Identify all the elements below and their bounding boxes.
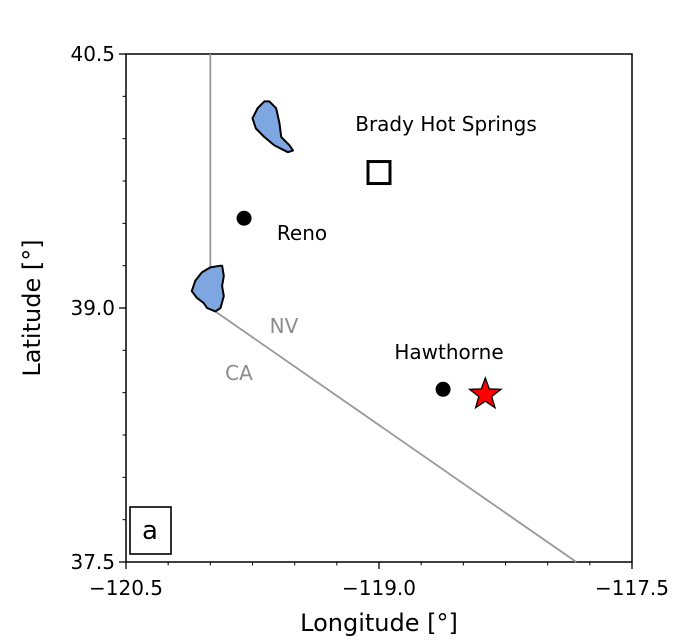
reno-marker <box>236 210 252 226</box>
y-tick-label: 37.5 <box>70 550 115 574</box>
y-tick-labels: 40.5 39.0 37.5 <box>70 42 115 574</box>
x-tick-label: −117.5 <box>595 576 669 600</box>
lake-tahoe <box>190 264 225 313</box>
hawthorne-marker <box>435 381 451 397</box>
place-markers <box>236 160 503 410</box>
state-label-ca: CA <box>225 361 253 385</box>
x-tick-label: −120.5 <box>89 576 163 600</box>
state-label-nv: NV <box>270 314 299 338</box>
place-label-brady-hot-springs: Brady Hot Springs <box>355 112 537 136</box>
y-axis-label: Latitude [°] <box>18 239 46 376</box>
y-tick-label: 39.0 <box>70 296 115 320</box>
place-label-reno: Reno <box>277 221 327 245</box>
place-label-hawthorne: Hawthorne <box>394 340 503 364</box>
x-tick-labels: −120.5 −119.0 −117.5 <box>89 576 669 600</box>
panel-label-box <box>129 506 172 555</box>
pyramid-lake <box>251 100 294 154</box>
x-tick-label: −119.0 <box>342 576 416 600</box>
y-tick-label: 40.5 <box>70 42 115 66</box>
major-ticks <box>119 53 633 569</box>
brady-hot-springs-marker <box>366 160 392 186</box>
panel-label: a <box>142 516 158 546</box>
x-axis-label: Longitude [°] <box>300 609 458 637</box>
event-star-marker <box>467 375 503 410</box>
lakes <box>190 100 294 313</box>
